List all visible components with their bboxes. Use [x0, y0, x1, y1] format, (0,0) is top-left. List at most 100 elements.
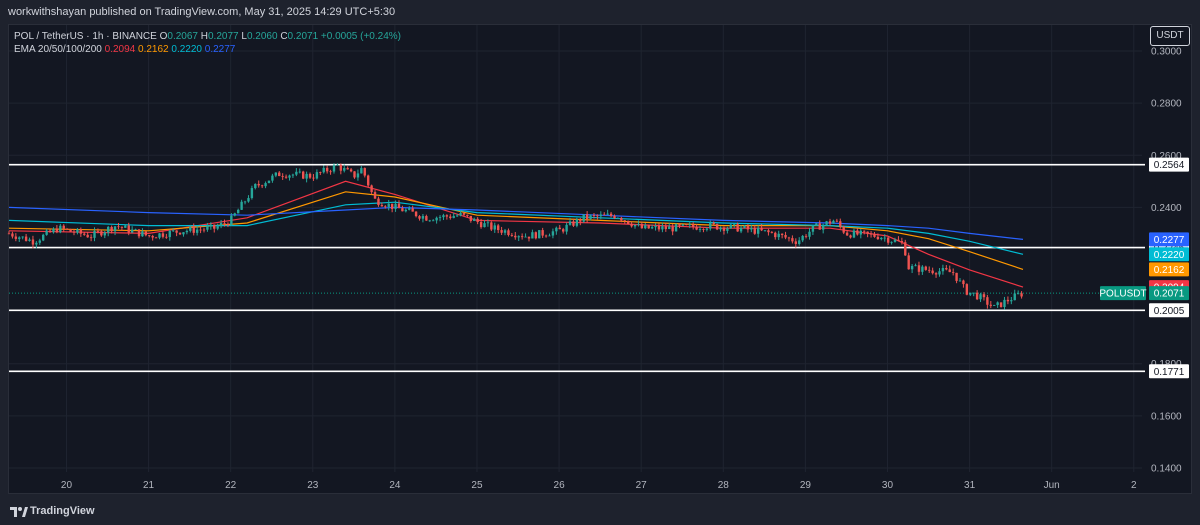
candle-body — [411, 208, 414, 212]
candle-body — [1010, 300, 1013, 302]
candle-body — [780, 233, 784, 235]
candle-body — [609, 213, 613, 216]
candle-body — [746, 225, 750, 230]
candle-body — [777, 233, 780, 238]
y-tick-label: 0.2600 — [1151, 151, 1182, 162]
candle-body — [469, 215, 473, 221]
candle-body — [124, 225, 127, 228]
candle-body — [589, 215, 592, 219]
candle-body — [28, 239, 31, 241]
candle-body — [774, 232, 777, 238]
candle-body — [288, 175, 291, 178]
candle-body — [425, 216, 428, 221]
candle-body — [572, 221, 575, 226]
candle-body — [154, 237, 158, 239]
candle-body — [955, 272, 958, 281]
candle-body — [798, 240, 801, 244]
candle-body — [462, 213, 466, 215]
candle-body — [544, 235, 548, 237]
candle-body — [281, 176, 284, 177]
candle-body — [151, 236, 154, 238]
ema-price-label-box — [1149, 262, 1189, 277]
candle-body — [620, 217, 623, 221]
candle-body — [175, 230, 178, 233]
tradingview-logo-icon — [10, 507, 28, 517]
candle-body — [486, 222, 490, 224]
candle-body — [647, 225, 650, 229]
candle-body — [517, 236, 520, 238]
candle-body — [715, 224, 719, 230]
candle-body — [83, 233, 86, 235]
candle-body — [979, 294, 982, 300]
candle-body — [1006, 299, 1010, 302]
candle-body — [866, 231, 869, 234]
level-label: 0.1771 — [1154, 367, 1185, 378]
candle-body — [842, 226, 845, 233]
candle-body — [117, 226, 120, 228]
candle-body — [719, 227, 722, 230]
x-tick-label: 29 — [800, 480, 812, 491]
candle-body — [958, 280, 962, 282]
candle-body — [168, 230, 171, 238]
candle-body — [284, 176, 288, 178]
candle-body — [948, 269, 951, 273]
ema-line-3 — [8, 201, 1024, 255]
candle-body — [1020, 293, 1023, 297]
candle-body — [928, 269, 931, 271]
candle-body — [401, 208, 404, 212]
candle-body — [520, 236, 524, 238]
candle-body — [804, 235, 808, 237]
candle-body — [818, 223, 821, 230]
ema200-value: 0.2277 — [204, 44, 236, 55]
candle-body — [216, 226, 219, 229]
candle-body — [113, 226, 117, 232]
candle-body — [178, 232, 182, 235]
candle-body — [236, 209, 240, 214]
candle-body — [839, 221, 842, 227]
candle-body — [825, 221, 828, 225]
candle-body — [969, 292, 972, 295]
candle-body — [500, 230, 503, 233]
candle-body — [756, 227, 760, 234]
candle-body — [722, 227, 726, 231]
candle-body — [965, 284, 969, 295]
ema-label[interactable]: EMA 20/50/100/200 — [14, 44, 102, 55]
candle-body — [62, 225, 65, 229]
grid — [9, 25, 1142, 472]
candle-body — [377, 198, 380, 206]
candle-body — [1016, 293, 1020, 295]
candle-body — [48, 230, 52, 233]
candle-body — [599, 214, 603, 217]
candle-body — [100, 231, 103, 236]
ohlc-row: POL / TetherUS · 1h · BINANCE O0.2067 H0… — [14, 30, 401, 43]
candle-body — [226, 223, 230, 226]
candle-body — [55, 228, 59, 233]
candle-body — [384, 206, 387, 208]
x-tick-label: 26 — [554, 480, 566, 491]
currency-button[interactable]: USDT — [1150, 26, 1190, 46]
candle-body — [592, 215, 596, 217]
close-value: 0.2071 — [287, 31, 319, 42]
candle-body — [579, 219, 582, 222]
candle-body — [185, 230, 189, 233]
level-label: 0.2005 — [1154, 306, 1185, 317]
candle-body — [86, 234, 89, 238]
candle-body — [852, 230, 856, 238]
candle-body — [832, 220, 835, 224]
candle-body — [452, 216, 455, 218]
candle-body — [558, 227, 561, 230]
candle-body — [630, 223, 633, 227]
candle-body — [527, 236, 531, 239]
candle-body — [319, 172, 322, 173]
low-label: L — [241, 31, 247, 42]
brand-name[interactable]: TradingView — [30, 505, 95, 517]
symbol-name[interactable]: POL / TetherUS · 1h · BINANCE — [14, 31, 157, 42]
symbol-label-box — [1100, 286, 1146, 301]
candle-body — [353, 171, 356, 178]
candle-body — [65, 228, 69, 230]
candle-body — [339, 164, 343, 171]
candle-body — [510, 235, 514, 236]
candle-body — [322, 167, 325, 173]
candle-body — [633, 224, 637, 227]
